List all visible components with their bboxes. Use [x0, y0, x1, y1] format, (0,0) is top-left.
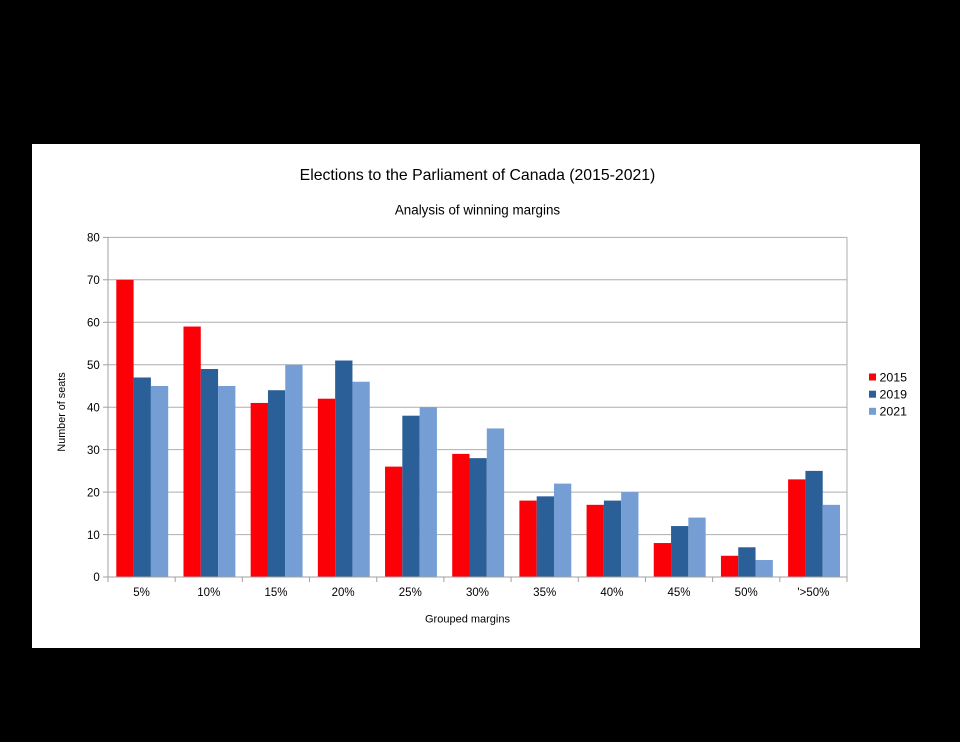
svg-text:0: 0 — [93, 572, 99, 584]
svg-text:2021: 2021 — [880, 405, 908, 419]
svg-text:40%: 40% — [600, 587, 623, 599]
svg-text:20: 20 — [87, 487, 100, 499]
svg-text:60: 60 — [87, 318, 100, 330]
svg-text:Number of seats: Number of seats — [56, 372, 68, 452]
svg-text:80: 80 — [87, 233, 100, 245]
svg-text:Grouped margins: Grouped margins — [425, 614, 510, 626]
svg-text:30: 30 — [87, 445, 100, 457]
svg-text:15%: 15% — [264, 587, 287, 599]
svg-text:Elections to the Parliament of: Elections to the Parliament of Canada (2… — [300, 167, 656, 184]
svg-text:50: 50 — [87, 360, 100, 372]
svg-text:30%: 30% — [466, 587, 489, 599]
svg-text:2019: 2019 — [880, 388, 908, 402]
svg-text:45%: 45% — [667, 587, 690, 599]
svg-text:Analysis of winning margins: Analysis of winning margins — [395, 202, 561, 217]
svg-text:40: 40 — [87, 402, 100, 414]
svg-text:10%: 10% — [197, 587, 220, 599]
svg-text:'>50%: '>50% — [797, 587, 829, 599]
svg-text:5%: 5% — [133, 587, 150, 599]
svg-text:10: 10 — [87, 530, 100, 542]
svg-text:70: 70 — [87, 275, 100, 287]
svg-text:25%: 25% — [399, 587, 422, 599]
svg-text:2015: 2015 — [880, 370, 908, 384]
svg-text:35%: 35% — [533, 587, 556, 599]
svg-text:50%: 50% — [735, 587, 758, 599]
svg-text:20%: 20% — [332, 587, 355, 599]
